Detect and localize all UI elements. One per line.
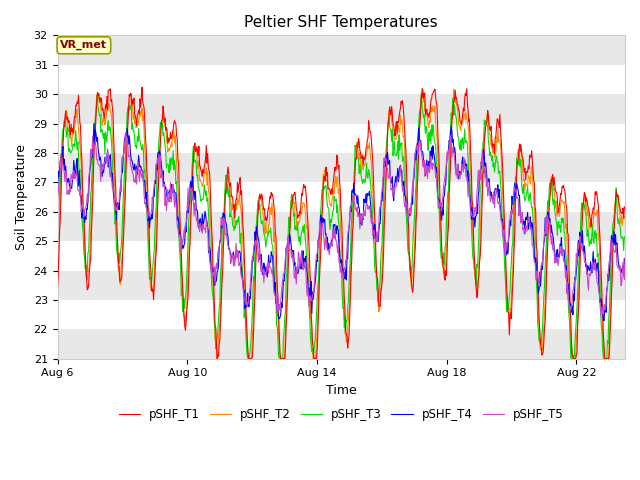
pSHF_T5	[436, 198, 444, 204]
pSHF_T5	[621, 255, 629, 261]
Bar	[58, 300, 625, 329]
pSHF_T2	[371, 234, 379, 240]
pSHF_T1	[213, 356, 221, 361]
pSHF_T4	[374, 238, 381, 244]
pSHF_T2	[338, 248, 346, 253]
pSHF_T3	[417, 89, 425, 95]
pSHF_T2	[213, 356, 221, 361]
pSHF_T1	[298, 191, 305, 196]
pSHF_T4	[621, 261, 629, 266]
pSHF_T5	[54, 193, 61, 199]
Line: pSHF_T1: pSHF_T1	[58, 87, 625, 359]
pSHF_T3	[371, 266, 379, 272]
pSHF_T1	[54, 284, 61, 289]
pSHF_T1	[372, 232, 380, 238]
pSHF_T5	[371, 233, 379, 239]
pSHF_T4	[297, 266, 305, 272]
pSHF_T2	[198, 180, 205, 186]
Bar	[58, 123, 625, 153]
Line: pSHF_T3: pSHF_T3	[58, 92, 625, 359]
pSHF_T1	[374, 287, 382, 292]
pSHF_T3	[297, 233, 305, 239]
pSHF_T5	[198, 230, 206, 236]
pSHF_T2	[374, 290, 381, 296]
pSHF_T1	[339, 236, 346, 241]
pSHF_T3	[198, 197, 205, 203]
Bar	[58, 241, 625, 271]
pSHF_T1	[621, 205, 629, 211]
Line: pSHF_T2: pSHF_T2	[58, 88, 625, 359]
pSHF_T4	[371, 221, 379, 227]
pSHF_T3	[621, 235, 629, 240]
pSHF_T1	[437, 224, 445, 229]
pSHF_T2	[437, 230, 445, 236]
Title: Peltier SHF Temperatures: Peltier SHF Temperatures	[244, 15, 438, 30]
Line: pSHF_T5: pSHF_T5	[58, 132, 625, 315]
Legend: pSHF_T1, pSHF_T2, pSHF_T3, pSHF_T4, pSHF_T5: pSHF_T1, pSHF_T2, pSHF_T3, pSHF_T4, pSHF…	[114, 403, 569, 426]
pSHF_T5	[597, 312, 605, 318]
pSHF_T2	[297, 212, 305, 218]
pSHF_T1	[138, 84, 146, 90]
pSHF_T2	[419, 85, 426, 91]
pSHF_T4	[198, 211, 206, 217]
pSHF_T4	[436, 204, 444, 210]
pSHF_T5	[374, 239, 381, 244]
Bar	[58, 182, 625, 212]
Bar	[58, 329, 625, 359]
Bar	[58, 94, 625, 123]
pSHF_T2	[621, 216, 629, 222]
pSHF_T4	[90, 121, 98, 127]
Line: pSHF_T4: pSHF_T4	[58, 124, 625, 321]
Bar	[58, 271, 625, 300]
X-axis label: Time: Time	[326, 384, 356, 397]
pSHF_T2	[54, 271, 61, 277]
Y-axis label: Soil Temperature: Soil Temperature	[15, 144, 28, 250]
pSHF_T4	[338, 257, 346, 263]
pSHF_T1	[198, 173, 206, 179]
pSHF_T3	[54, 239, 61, 245]
Bar	[58, 212, 625, 241]
pSHF_T3	[437, 254, 445, 260]
pSHF_T3	[244, 356, 252, 361]
pSHF_T5	[122, 130, 130, 135]
Bar	[58, 65, 625, 94]
pSHF_T3	[374, 289, 381, 295]
pSHF_T3	[338, 273, 346, 279]
pSHF_T4	[600, 318, 608, 324]
Bar	[58, 36, 625, 65]
pSHF_T5	[338, 267, 346, 273]
pSHF_T5	[297, 252, 305, 258]
Bar	[58, 153, 625, 182]
pSHF_T4	[54, 192, 61, 198]
Text: VR_met: VR_met	[60, 40, 108, 50]
